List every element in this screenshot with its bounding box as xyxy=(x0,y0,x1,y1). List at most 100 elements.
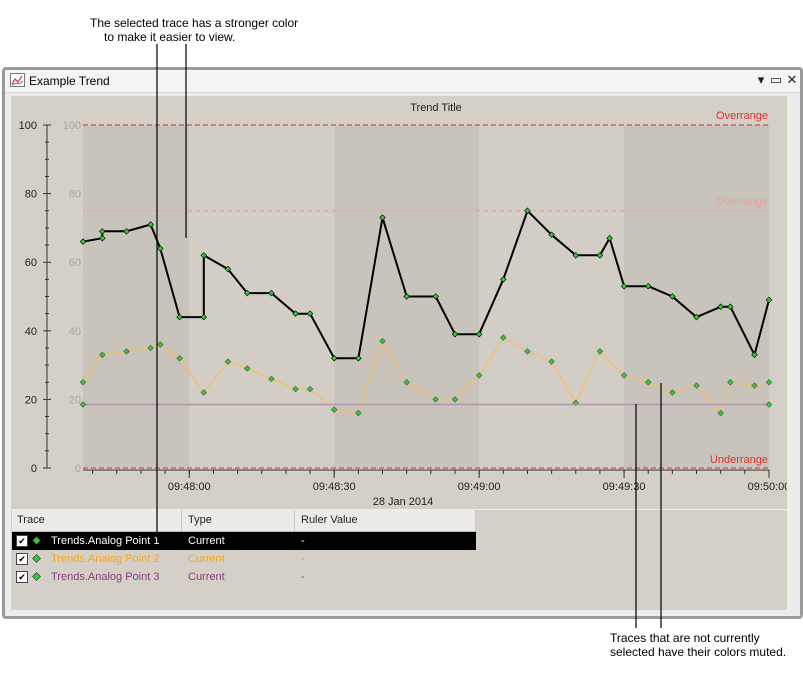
trace-ruler-value: - xyxy=(301,553,305,565)
column-divider[interactable] xyxy=(181,510,182,531)
limit-label: Overrange xyxy=(716,196,768,208)
time-band xyxy=(624,125,769,468)
series-point xyxy=(200,313,208,321)
series-point xyxy=(765,378,773,386)
series-point xyxy=(524,348,531,355)
series-point xyxy=(727,303,734,311)
x-tick-label: 09:48:30 xyxy=(313,481,356,493)
series-point xyxy=(268,289,275,297)
series-point xyxy=(79,238,87,245)
y-tick-label-faint: 100 xyxy=(63,120,81,132)
series-point xyxy=(224,358,232,365)
time-band xyxy=(479,125,625,468)
legend-row[interactable]: ✔ Trends.Analog Point 2 Current - xyxy=(12,550,476,568)
series-point xyxy=(717,409,724,417)
trace-name: Trends.Analog Point 3 xyxy=(51,571,160,583)
series-point xyxy=(548,231,555,239)
series-point xyxy=(147,221,154,228)
series-line xyxy=(82,336,770,414)
trace-visible-checkbox[interactable]: ✔ xyxy=(16,535,28,547)
x-tick-label: 09:49:30 xyxy=(603,481,646,493)
series-point xyxy=(268,375,275,383)
series-point xyxy=(644,282,652,290)
series-point xyxy=(524,207,531,215)
trend-icon xyxy=(10,73,25,87)
series-point xyxy=(306,385,314,393)
series-point xyxy=(292,310,299,317)
window-titlebar: Example Trend ▾ ▭ ✕ xyxy=(5,70,800,93)
series-point xyxy=(500,334,507,341)
time-band xyxy=(83,125,190,468)
column-header-trace[interactable]: Trace xyxy=(17,514,45,526)
y-tick-label: 0 xyxy=(31,463,37,475)
series-point xyxy=(355,409,362,417)
trace-type: Current xyxy=(188,535,225,547)
annotation-line: selected have their colors muted. xyxy=(610,645,787,659)
series-point xyxy=(330,354,338,362)
series-point xyxy=(176,354,183,362)
series-point xyxy=(292,385,299,393)
trace-type: Current xyxy=(188,571,225,583)
series-point xyxy=(548,358,555,365)
series-point xyxy=(99,228,106,235)
maximize-icon[interactable]: ▭ xyxy=(769,72,783,87)
pin-dropdown-icon[interactable]: ▾ xyxy=(757,72,765,87)
series-point xyxy=(200,252,208,259)
window-title: Example Trend xyxy=(29,74,110,88)
trace-ruler-value: - xyxy=(301,571,305,583)
trend-window: Example Trend ▾ ▭ ✕ Trend Title 0 0 20 20 40 4… xyxy=(2,67,803,619)
legend-header: Trace Type Ruler Value xyxy=(12,510,476,532)
y-tick-label-faint: 60 xyxy=(69,257,81,269)
series-point xyxy=(765,401,773,408)
annotation-line: to make it easier to view. xyxy=(104,30,236,44)
column-header-ruler-value[interactable]: Ruler Value xyxy=(301,514,358,526)
series-point xyxy=(123,228,130,235)
series-point xyxy=(432,396,439,403)
series-point xyxy=(200,389,208,396)
series-point xyxy=(717,303,724,311)
legend-row[interactable]: ✔ Trends.Analog Point 3 Current - xyxy=(12,568,476,586)
series-point xyxy=(99,234,106,242)
trace-visible-checkbox[interactable]: ✔ xyxy=(16,571,28,583)
y-tick-label-faint: 80 xyxy=(69,189,81,201)
series-point xyxy=(451,330,459,338)
trace-visible-checkbox[interactable]: ✔ xyxy=(16,553,28,565)
series-point xyxy=(244,289,251,297)
trace-marker-icon xyxy=(32,554,41,563)
series-point xyxy=(669,389,676,396)
y-tick-label-faint: 0 xyxy=(75,463,81,475)
series-point xyxy=(432,293,439,300)
series-point xyxy=(379,337,386,345)
series-point xyxy=(79,378,87,386)
y-tick-label: 60 xyxy=(25,257,37,269)
series-point xyxy=(693,382,700,389)
y-tick-label: 20 xyxy=(25,394,37,406)
trace-marker-icon xyxy=(32,536,41,545)
trace-legend-table: Trace Type Ruler Value ✔ Trends.Analog Po… xyxy=(12,510,476,586)
chart-title: Trend Title xyxy=(410,102,462,114)
series-point xyxy=(451,396,459,403)
limit-label: Underrange xyxy=(710,454,768,466)
series-point xyxy=(751,351,758,359)
y-tick-label-faint: 40 xyxy=(69,326,81,338)
trend-chart[interactable]: Trend Title 0 0 20 20 40 40 60 60 80 80 100 100 Overr… xyxy=(11,96,787,509)
series-point xyxy=(475,330,483,338)
series-point xyxy=(306,310,314,317)
series-point xyxy=(475,372,483,379)
series-point xyxy=(123,348,130,355)
series-point xyxy=(669,293,676,300)
column-divider[interactable] xyxy=(475,510,476,531)
series-point xyxy=(157,341,164,348)
series-point xyxy=(620,372,628,379)
trend-plot-area[interactable]: Trend Title 0 0 20 20 40 40 60 60 80 80 100 100 Overr… xyxy=(11,96,787,509)
legend-row[interactable]: ✔ Trends.Analog Point 1 Current - xyxy=(12,532,476,550)
close-icon[interactable]: ✕ xyxy=(786,72,798,87)
trace-legend-panel: Trace Type Ruler Value ✔ Trends.Analog Po… xyxy=(11,510,787,610)
x-tick-label: 09:48:00 xyxy=(168,481,211,493)
series-point xyxy=(596,252,604,259)
series-point xyxy=(330,406,338,413)
column-divider[interactable] xyxy=(294,510,295,531)
column-header-type[interactable]: Type xyxy=(188,514,212,526)
series-point xyxy=(500,276,507,283)
trace-type: Current xyxy=(188,553,225,565)
